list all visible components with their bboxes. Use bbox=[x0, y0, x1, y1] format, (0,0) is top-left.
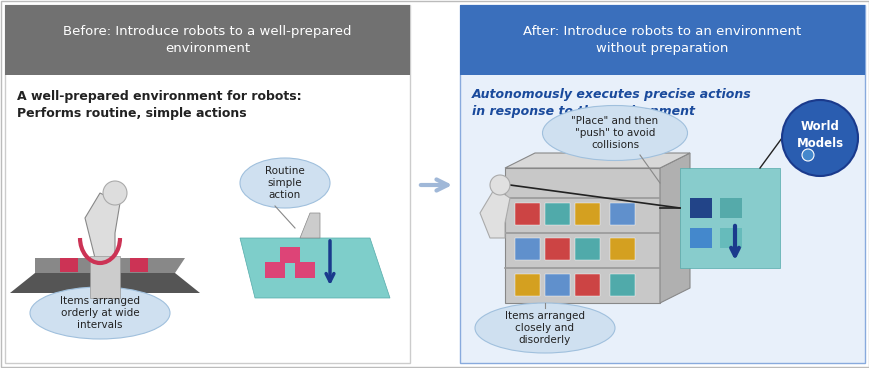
Text: Before: Introduce robots to a well-prepared
environment: Before: Introduce robots to a well-prepa… bbox=[63, 25, 351, 55]
Bar bbox=[689, 198, 711, 218]
Ellipse shape bbox=[474, 303, 614, 353]
Text: Items arranged
orderly at wide
intervals: Items arranged orderly at wide intervals bbox=[60, 296, 140, 330]
Bar bbox=[544, 203, 569, 225]
Polygon shape bbox=[504, 153, 689, 168]
Text: Items arranged
closely and
disorderly: Items arranged closely and disorderly bbox=[504, 311, 584, 346]
Bar bbox=[544, 238, 569, 260]
Polygon shape bbox=[300, 213, 320, 238]
Bar bbox=[609, 238, 634, 260]
Bar bbox=[129, 258, 148, 272]
Bar bbox=[720, 228, 741, 248]
Bar bbox=[720, 198, 741, 218]
Ellipse shape bbox=[30, 287, 169, 339]
Bar bbox=[514, 203, 540, 225]
Polygon shape bbox=[660, 153, 689, 303]
Text: Autonomously executes precise actions
in response to the environment: Autonomously executes precise actions in… bbox=[472, 88, 751, 118]
Bar bbox=[295, 262, 315, 278]
Polygon shape bbox=[35, 258, 185, 273]
Polygon shape bbox=[85, 193, 120, 258]
Bar bbox=[5, 5, 409, 75]
Text: Routine
simple
action: Routine simple action bbox=[265, 166, 304, 201]
Text: "Place" and then
"push" to avoid
collisions: "Place" and then "push" to avoid collisi… bbox=[571, 116, 658, 151]
Bar bbox=[689, 228, 711, 248]
Bar bbox=[574, 274, 600, 296]
Polygon shape bbox=[504, 168, 660, 303]
Bar bbox=[609, 274, 634, 296]
Bar bbox=[95, 258, 113, 272]
Bar bbox=[460, 5, 864, 363]
Text: World
Models: World Models bbox=[795, 120, 843, 150]
Circle shape bbox=[801, 149, 813, 161]
Bar bbox=[609, 203, 634, 225]
Text: After: Introduce robots to an environment
without preparation: After: Introduce robots to an environmen… bbox=[523, 25, 800, 55]
Circle shape bbox=[781, 100, 857, 176]
Polygon shape bbox=[10, 273, 200, 293]
Bar bbox=[574, 238, 600, 260]
Polygon shape bbox=[480, 188, 509, 238]
Circle shape bbox=[489, 175, 509, 195]
Polygon shape bbox=[680, 168, 779, 268]
Ellipse shape bbox=[542, 106, 687, 160]
Polygon shape bbox=[240, 238, 389, 298]
Bar bbox=[90, 256, 120, 298]
Bar bbox=[265, 262, 285, 278]
Text: A well-prepared environment for robots:
Performs routine, simple actions: A well-prepared environment for robots: … bbox=[17, 90, 302, 120]
Bar bbox=[5, 5, 409, 363]
Ellipse shape bbox=[240, 158, 329, 208]
Bar bbox=[280, 247, 300, 263]
Bar bbox=[544, 274, 569, 296]
Bar bbox=[514, 238, 540, 260]
Bar bbox=[460, 5, 864, 75]
Bar bbox=[514, 274, 540, 296]
Bar bbox=[574, 203, 600, 225]
Bar bbox=[60, 258, 78, 272]
Circle shape bbox=[103, 181, 127, 205]
